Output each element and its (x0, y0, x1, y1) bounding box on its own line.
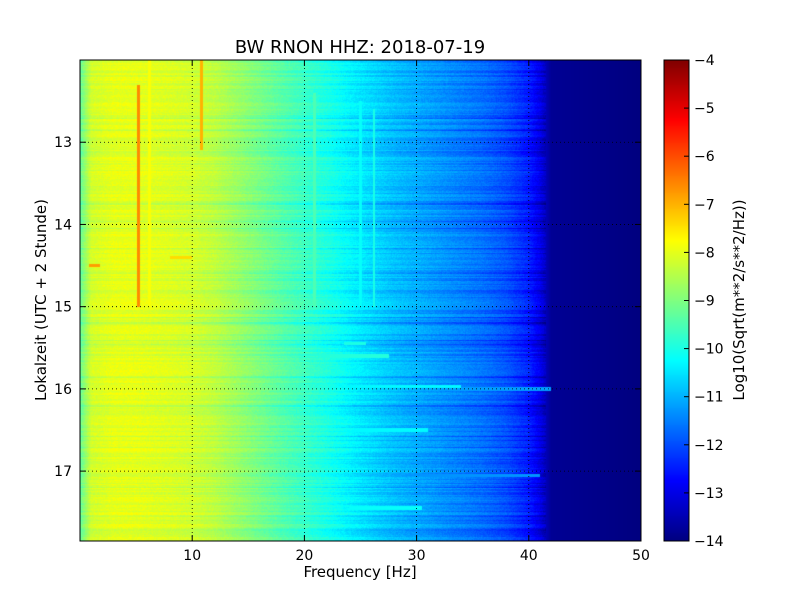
x-axis-label: Frequency [Hz] (303, 563, 416, 581)
colorbar-ticks: −4 −5 −6 −7 −8 −9 −10 −11 −12 −13 −14 (694, 53, 724, 550)
colorbar (664, 60, 689, 541)
x-tick-label: 40 (520, 548, 538, 564)
colorbar-tick-label: −13 (694, 486, 724, 502)
y-axis-ticks: 13 14 15 16 17 (54, 135, 72, 480)
x-tick-label: 30 (408, 548, 426, 564)
x-axis-ticks: 10 20 30 40 50 (183, 548, 650, 564)
colorbar-tick-label: −7 (694, 197, 715, 213)
colorbar-tick-label: −4 (694, 53, 715, 69)
x-tick-label: 50 (632, 548, 650, 564)
colorbar-tick-label: −5 (694, 101, 715, 117)
x-tick-label: 10 (183, 548, 201, 564)
chart-title: BW RNON HHZ: 2018-07-19 (235, 37, 485, 58)
y-tick-label: 14 (54, 217, 72, 233)
y-tick-label: 15 (54, 300, 72, 316)
colorbar-label: Log10(Sqrt(m**2/s**2/Hz)) (730, 199, 748, 400)
colorbar-tick-label: −6 (694, 149, 715, 165)
colorbar-tick-label: −9 (694, 294, 715, 310)
x-tick-label: 20 (295, 548, 313, 564)
colorbar-tick-label: −10 (694, 342, 724, 358)
y-tick-label: 13 (54, 135, 72, 151)
colorbar-tick-label: −14 (694, 534, 724, 550)
spectrogram-heatmap (80, 60, 641, 541)
y-tick-label: 16 (54, 382, 72, 398)
colorbar-tick-label: −11 (694, 390, 724, 406)
y-axis-label: Lokalzeit (UTC + 2 Stunde) (32, 199, 50, 401)
y-tick-label: 17 (54, 464, 72, 480)
colorbar-tick-label: −12 (694, 438, 724, 454)
colorbar-tick-label: −8 (694, 245, 715, 261)
